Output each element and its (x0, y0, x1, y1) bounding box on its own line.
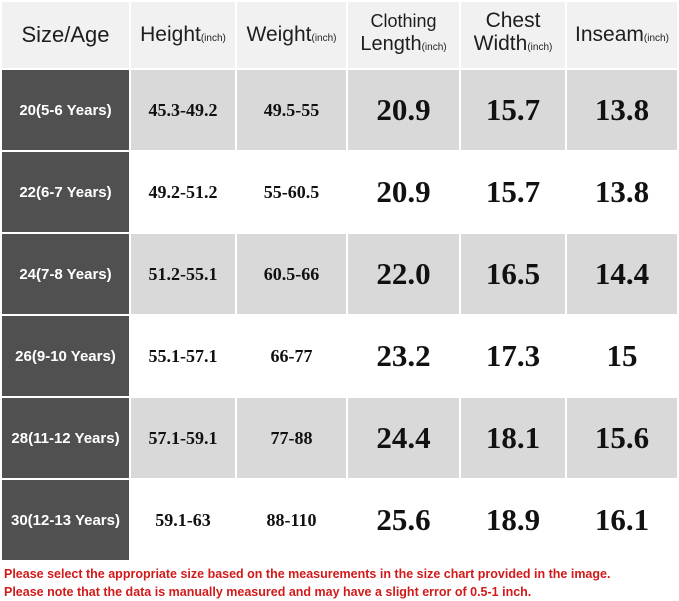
size-age-cell: 26(9-10 Years) (2, 316, 129, 396)
note-line-select-size: Please select the appropriate size based… (4, 567, 611, 581)
clothing-length-cell: 24.4 (348, 398, 459, 478)
weight-cell: 60.5-66 (237, 234, 346, 314)
header-clothing-length-line1: Clothing (370, 11, 437, 31)
header-row: Size/Age Height(inch) Weight(inch) Cloth… (2, 2, 677, 68)
header-chest-width: Chest Width(inch) (461, 2, 565, 68)
header-size-age-label: Size/Age (21, 22, 110, 47)
size-row: 26(9-10 Years) 55.1-57.1 66-77 23.2 17.3… (2, 316, 677, 396)
header-inseam: Inseam(inch) (567, 2, 677, 68)
weight-cell: 49.5-55 (237, 70, 346, 150)
size-chart-table: Size/Age Height(inch) Weight(inch) Cloth… (2, 2, 677, 560)
height-cell: 55.1-57.1 (131, 316, 235, 396)
header-size-age: Size/Age (2, 2, 129, 68)
clothing-length-cell: 25.6 (348, 480, 459, 560)
chest-width-cell: 16.5 (461, 234, 565, 314)
size-age-cell: 20(5-6 Years) (2, 70, 129, 150)
header-height-unit: (inch) (200, 33, 226, 44)
header-chest-width-line2: Width (473, 32, 528, 55)
size-row: 28(11-12 Years) 57.1-59.1 77-88 24.4 18.… (2, 398, 677, 478)
clothing-length-cell: 23.2 (348, 316, 459, 396)
size-row: 22(6-7 Years) 49.2-51.2 55-60.5 20.9 15.… (2, 152, 677, 232)
height-cell: 51.2-55.1 (131, 234, 235, 314)
size-age-cell: 28(11-12 Years) (2, 398, 129, 478)
header-clothing-length: Clothing Length(inch) (348, 2, 459, 68)
header-weight: Weight(inch) (237, 2, 346, 68)
chest-width-cell: 18.9 (461, 480, 565, 560)
height-cell: 49.2-51.2 (131, 152, 235, 232)
header-inseam-unit: (inch) (643, 33, 669, 44)
clothing-length-cell: 20.9 (348, 152, 459, 232)
header-height: Height(inch) (131, 2, 235, 68)
clothing-length-cell: 22.0 (348, 234, 459, 314)
header-inseam-label: Inseam (575, 23, 644, 46)
inseam-cell: 16.1 (567, 480, 677, 560)
header-height-label: Height (140, 23, 201, 46)
inseam-cell: 13.8 (567, 70, 677, 150)
size-row: 24(7-8 Years) 51.2-55.1 60.5-66 22.0 16.… (2, 234, 677, 314)
clothing-length-cell: 20.9 (348, 70, 459, 150)
height-cell: 57.1-59.1 (131, 398, 235, 478)
height-cell: 59.1-63 (131, 480, 235, 560)
inseam-cell: 14.4 (567, 234, 677, 314)
inseam-cell: 15.6 (567, 398, 677, 478)
chest-width-cell: 15.7 (461, 70, 565, 150)
note-line-measurement-error: Please note that the data is manually me… (4, 585, 532, 599)
size-row: 20(5-6 Years) 45.3-49.2 49.5-55 20.9 15.… (2, 70, 677, 150)
size-age-cell: 22(6-7 Years) (2, 152, 129, 232)
header-clothing-length-line2: Length (360, 33, 422, 55)
size-notes: Please select the appropriate size based… (4, 565, 610, 601)
chest-width-cell: 17.3 (461, 316, 565, 396)
inseam-cell: 13.8 (567, 152, 677, 232)
weight-cell: 77-88 (237, 398, 346, 478)
header-clothing-length-unit: (inch) (421, 42, 447, 53)
chest-width-cell: 15.7 (461, 152, 565, 232)
chest-width-cell: 18.1 (461, 398, 565, 478)
inseam-cell: 15 (567, 316, 677, 396)
weight-cell: 66-77 (237, 316, 346, 396)
weight-cell: 88-110 (237, 480, 346, 560)
header-weight-label: Weight (246, 23, 312, 46)
size-age-cell: 30(12-13 Years) (2, 480, 129, 560)
header-chest-width-line1: Chest (485, 9, 541, 32)
size-row: 30(12-13 Years) 59.1-63 88-110 25.6 18.9… (2, 480, 677, 560)
header-weight-unit: (inch) (311, 33, 337, 44)
weight-cell: 55-60.5 (237, 152, 346, 232)
header-chest-width-unit: (inch) (527, 42, 553, 53)
height-cell: 45.3-49.2 (131, 70, 235, 150)
size-age-cell: 24(7-8 Years) (2, 234, 129, 314)
